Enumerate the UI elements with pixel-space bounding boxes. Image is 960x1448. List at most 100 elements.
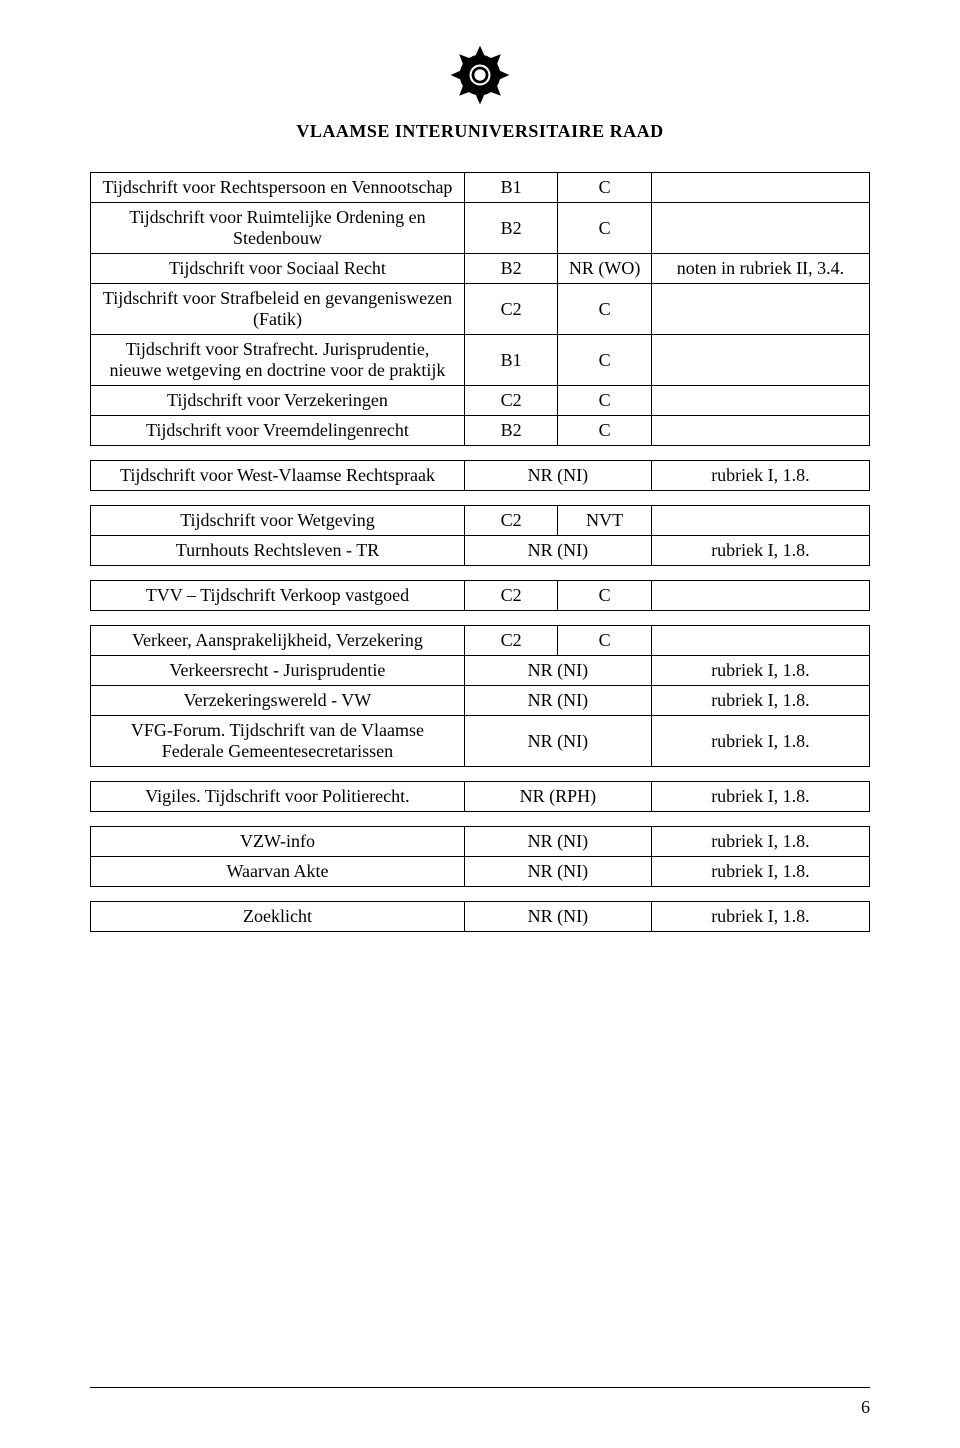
cell-col3: C [558, 284, 651, 335]
cell-col2: B2 [464, 203, 557, 254]
table-row: Tijdschrift voor Rechtspersoon en Vennoo… [91, 173, 870, 203]
cell-label: Verkeer, Aansprakelijkheid, Verzekering [91, 626, 465, 656]
table-row: Tijdschrift voor Strafbeleid en gevangen… [91, 284, 870, 335]
cell-merged: NR (NI) [464, 686, 651, 716]
cell-label: Verkeersrecht - Jurisprudentie [91, 656, 465, 686]
cell-label: VFG-Forum. Tijdschrift van de Vlaamse Fe… [91, 716, 465, 767]
table-row: Turnhouts Rechtsleven - TRNR (NI)rubriek… [91, 536, 870, 566]
cell-col4: rubriek I, 1.8. [651, 656, 869, 686]
table-row: Tijdschrift voor Strafrecht. Jurispruden… [91, 335, 870, 386]
cell-col3: C [558, 203, 651, 254]
cell-label: Vigiles. Tijdschrift voor Politierecht. [91, 782, 465, 812]
cell-merged: NR (NI) [464, 461, 651, 491]
table-row: Verkeer, Aansprakelijkheid, VerzekeringC… [91, 626, 870, 656]
cell-col3: C [558, 416, 651, 446]
cell-col2: C2 [464, 506, 557, 536]
cell-col4 [651, 203, 869, 254]
footer-rule [90, 1387, 870, 1388]
spacer-row [91, 446, 870, 461]
cell-label: Tijdschrift voor Vreemdelingenrecht [91, 416, 465, 446]
cell-label: Tijdschrift voor West-Vlaamse Rechtspraa… [91, 461, 465, 491]
cell-col2: C2 [464, 626, 557, 656]
cell-col2: B2 [464, 416, 557, 446]
cell-merged: NR (NI) [464, 536, 651, 566]
cell-merged: NR (NI) [464, 827, 651, 857]
cell-col3: C [558, 173, 651, 203]
spacer-row [91, 767, 870, 782]
org-title: VLAAMSE INTERUNIVERSITAIRE RAAD [90, 121, 870, 142]
table-row: Tijdschrift voor VreemdelingenrechtB2C [91, 416, 870, 446]
cell-col4 [651, 416, 869, 446]
table-row: Tijdschrift voor Ruimtelijke Ordening en… [91, 203, 870, 254]
cell-merged: NR (NI) [464, 857, 651, 887]
cell-col4: rubriek I, 1.8. [651, 782, 869, 812]
cell-col4: rubriek I, 1.8. [651, 827, 869, 857]
spacer-row [91, 812, 870, 827]
page-header: VLAAMSE INTERUNIVERSITAIRE RAAD [90, 40, 870, 142]
journals-table: Tijdschrift voor Rechtspersoon en Vennoo… [90, 172, 870, 932]
cell-label: Tijdschrift voor Ruimtelijke Ordening en… [91, 203, 465, 254]
cell-label: Tijdschrift voor Strafbeleid en gevangen… [91, 284, 465, 335]
cell-col2: C2 [464, 386, 557, 416]
cell-col3: C [558, 335, 651, 386]
table-row: VZW-infoNR (NI)rubriek I, 1.8. [91, 827, 870, 857]
cell-label: Waarvan Akte [91, 857, 465, 887]
cell-col4 [651, 626, 869, 656]
page: VLAAMSE INTERUNIVERSITAIRE RAAD Tijdschr… [0, 0, 960, 1448]
cell-col2: C2 [464, 581, 557, 611]
cell-col3: C [558, 626, 651, 656]
cell-merged: NR (NI) [464, 716, 651, 767]
cell-col4 [651, 335, 869, 386]
cell-col4 [651, 581, 869, 611]
cell-label: Verzekeringswereld - VW [91, 686, 465, 716]
cell-label: Tijdschrift voor Sociaal Recht [91, 254, 465, 284]
table-row: Tijdschrift voor Sociaal RechtB2NR (WO)n… [91, 254, 870, 284]
cell-label: Tijdschrift voor Strafrecht. Jurispruden… [91, 335, 465, 386]
cell-label: Tijdschrift voor Verzekeringen [91, 386, 465, 416]
cell-col4: rubriek I, 1.8. [651, 536, 869, 566]
cell-label: Zoeklicht [91, 902, 465, 932]
cell-col3: NVT [558, 506, 651, 536]
spacer-row [91, 566, 870, 581]
table-row: ZoeklichtNR (NI)rubriek I, 1.8. [91, 902, 870, 932]
table-row: TVV – Tijdschrift Verkoop vastgoedC2C [91, 581, 870, 611]
cell-col4: rubriek I, 1.8. [651, 857, 869, 887]
cell-col4 [651, 506, 869, 536]
table-row: VFG-Forum. Tijdschrift van de Vlaamse Fe… [91, 716, 870, 767]
table-row: Tijdschrift voor VerzekeringenC2C [91, 386, 870, 416]
page-number: 6 [861, 1397, 870, 1418]
cell-col3: C [558, 581, 651, 611]
cell-merged: NR (NI) [464, 656, 651, 686]
spacer-row [91, 611, 870, 626]
cell-label: Tijdschrift voor Rechtspersoon en Vennoo… [91, 173, 465, 203]
cell-col4: rubriek I, 1.8. [651, 902, 869, 932]
cell-col4 [651, 173, 869, 203]
spacer-row [91, 491, 870, 506]
table-row: Verzekeringswereld - VWNR (NI)rubriek I,… [91, 686, 870, 716]
cell-label: VZW-info [91, 827, 465, 857]
cell-label: Tijdschrift voor Wetgeving [91, 506, 465, 536]
cell-col4: noten in rubriek II, 3.4. [651, 254, 869, 284]
table-row: Tijdschrift voor West-Vlaamse Rechtspraa… [91, 461, 870, 491]
table-row: Waarvan AkteNR (NI)rubriek I, 1.8. [91, 857, 870, 887]
cell-col4: rubriek I, 1.8. [651, 686, 869, 716]
cell-merged: NR (RPH) [464, 782, 651, 812]
cell-col2: B2 [464, 254, 557, 284]
cell-col4 [651, 284, 869, 335]
cell-col4 [651, 386, 869, 416]
cell-col2: C2 [464, 284, 557, 335]
cell-col3: C [558, 386, 651, 416]
table-row: Vigiles. Tijdschrift voor Politierecht.N… [91, 782, 870, 812]
cell-col2: B1 [464, 335, 557, 386]
cell-col3: NR (WO) [558, 254, 651, 284]
cell-col2: B1 [464, 173, 557, 203]
cell-col4: rubriek I, 1.8. [651, 461, 869, 491]
cell-label: TVV – Tijdschrift Verkoop vastgoed [91, 581, 465, 611]
cell-label: Turnhouts Rechtsleven - TR [91, 536, 465, 566]
logo-icon [445, 40, 515, 115]
cell-col4: rubriek I, 1.8. [651, 716, 869, 767]
table-row: Tijdschrift voor WetgevingC2NVT [91, 506, 870, 536]
table-row: Verkeersrecht - JurisprudentieNR (NI)rub… [91, 656, 870, 686]
spacer-row [91, 887, 870, 902]
cell-merged: NR (NI) [464, 902, 651, 932]
